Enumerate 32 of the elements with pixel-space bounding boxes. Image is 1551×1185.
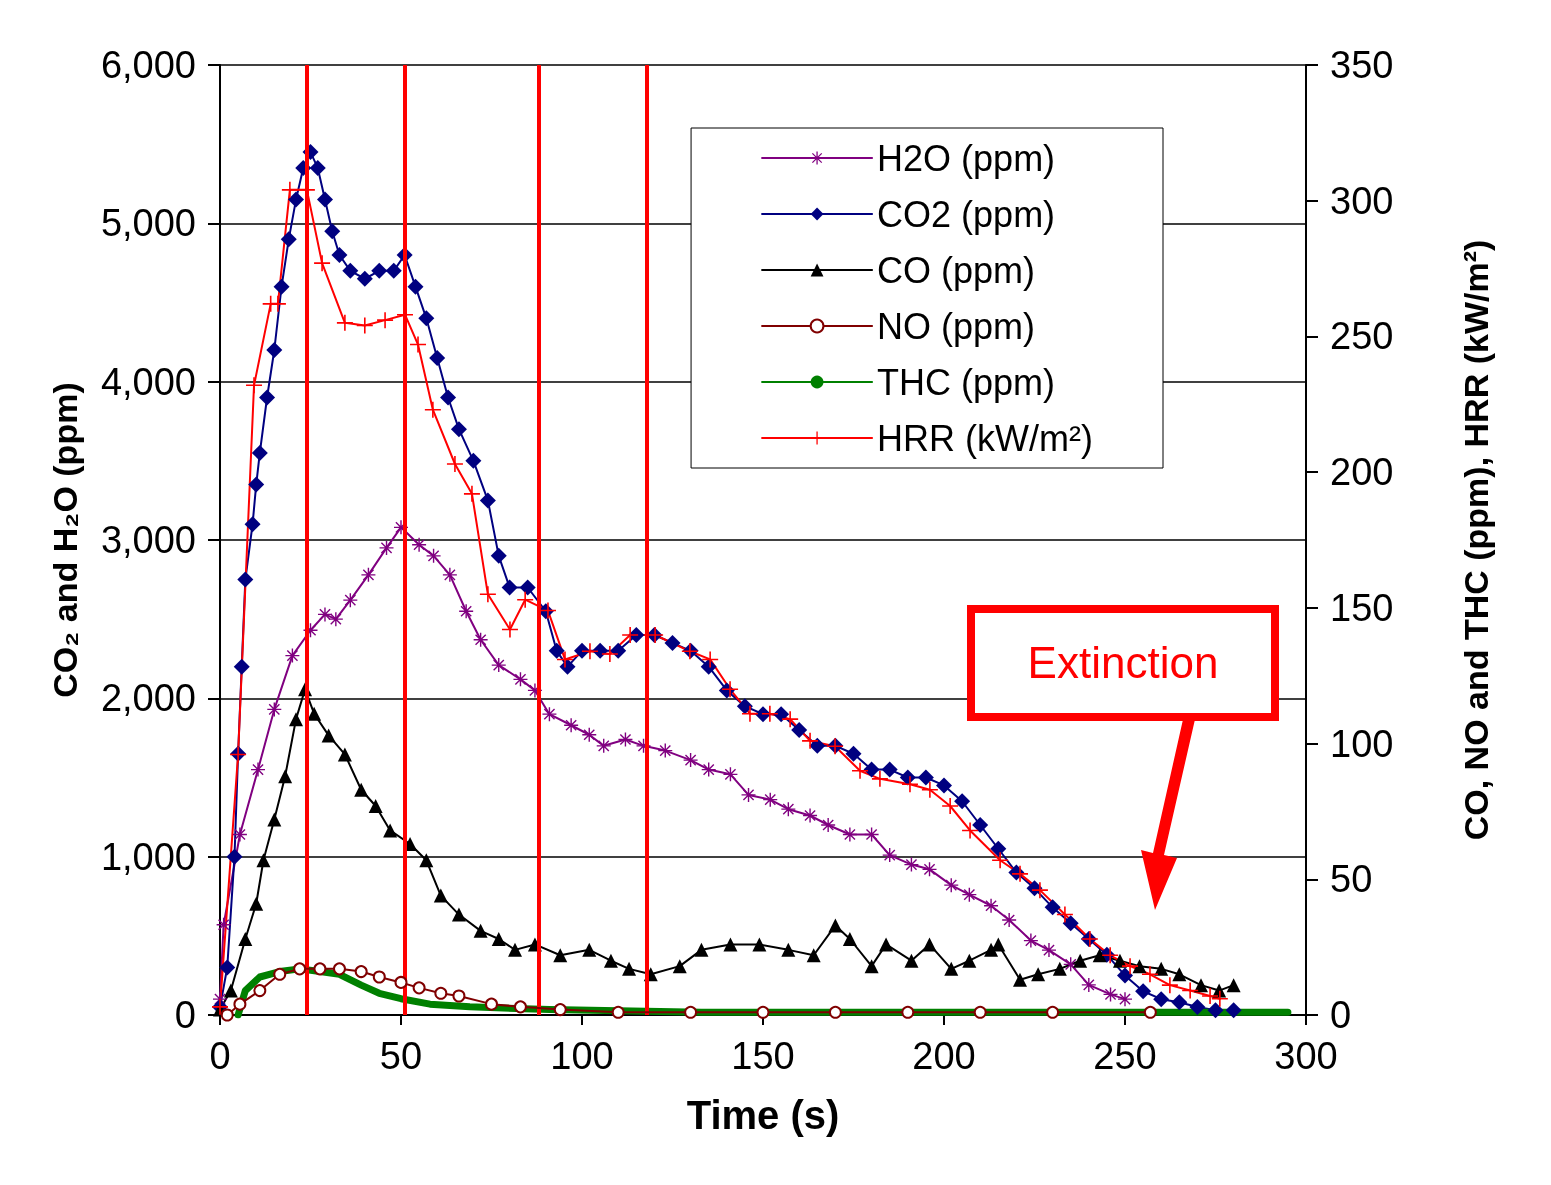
y-tick-label: 0 xyxy=(174,994,196,1036)
y-tick-label: 3,000 xyxy=(100,519,196,561)
legend-label: H2O (ppm) xyxy=(877,137,1056,179)
legend-label: NO (ppm) xyxy=(877,305,1036,347)
y2-tick-label: 0 xyxy=(1330,994,1352,1036)
x-tick-label: 200 xyxy=(912,1035,976,1077)
legend-label: THC (ppm) xyxy=(877,361,1056,403)
x-tick-label: 250 xyxy=(1093,1035,1157,1077)
y2-tick-label: 50 xyxy=(1330,858,1373,901)
y-tick-label: 6,000 xyxy=(100,44,196,86)
y2-tick-label: 250 xyxy=(1330,315,1394,358)
x-tick-label: 50 xyxy=(379,1035,423,1077)
x-tick-label: 100 xyxy=(550,1035,614,1077)
y2-tick-label: 200 xyxy=(1330,451,1394,494)
y2-tick-label: 100 xyxy=(1330,722,1394,765)
callout-box: Extinction xyxy=(967,605,1279,721)
y-tick-label: 2,000 xyxy=(100,677,196,720)
legend-label: CO (ppm) xyxy=(877,249,1036,291)
y2-tick-label: 150 xyxy=(1330,586,1394,629)
legend-label: HRR (kW/m²) xyxy=(877,417,1094,459)
y2-tick-label: 350 xyxy=(1330,44,1394,86)
y2-axis-title: CO, NO and THC (ppm), HRR (kW/m²) xyxy=(1457,239,1495,841)
y-axis-title: CO₂ and H₂O (ppm) xyxy=(46,382,84,698)
y-tick-label: 4,000 xyxy=(100,360,196,403)
legend-label: CO2 (ppm) xyxy=(877,193,1056,235)
x-tick-label: 0 xyxy=(209,1035,231,1077)
x-axis-title: Time (s) xyxy=(686,1093,840,1137)
y-tick-label: 5,000 xyxy=(100,202,196,245)
x-tick-label: 300 xyxy=(1274,1035,1338,1077)
y-tick-label: 1,000 xyxy=(100,835,196,878)
x-tick-label: 150 xyxy=(731,1035,795,1077)
y2-tick-label: 300 xyxy=(1330,179,1394,222)
